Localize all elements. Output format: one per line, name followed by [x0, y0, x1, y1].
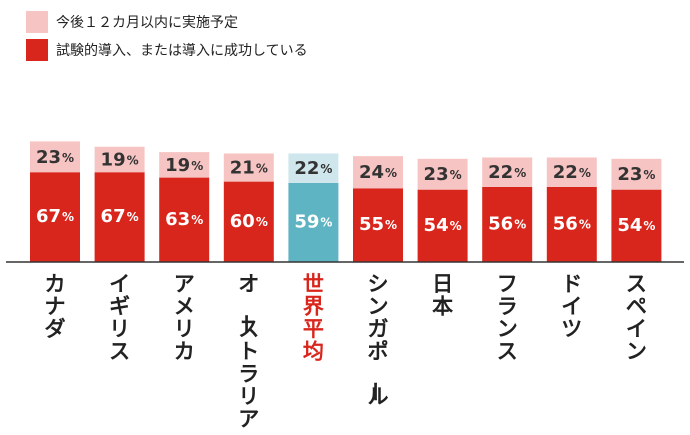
- value-label-adopted-2: 63%: [165, 209, 203, 230]
- legend-label-adopted: 試験的導入、または導入に成功している: [56, 43, 308, 59]
- category-label-9: スペイン: [626, 272, 647, 364]
- value-label-adopted-9: 54%: [617, 215, 655, 236]
- bar-planned-1: [94, 146, 145, 173]
- value-label-planned-2: 19%: [165, 155, 203, 176]
- bar-planned-3: [223, 153, 274, 182]
- bar-planned-9: [611, 158, 662, 190]
- bar-adopted-5: [353, 188, 403, 262]
- value-label-adopted-5: 55%: [359, 214, 397, 235]
- bar-adopted-2: [159, 177, 210, 262]
- legend-item-adopted: 試験的導入、または導入に成功している: [26, 36, 308, 64]
- value-label-adopted-0: 67%: [36, 206, 74, 227]
- category-label-7: フランス: [497, 272, 518, 364]
- category-label-0: カナダ: [45, 272, 66, 341]
- value-label-planned-7: 22%: [488, 162, 526, 183]
- category-label-2: アメリカ: [174, 272, 195, 364]
- legend: 今後１２カ月以内に実施予定 試験的導入、または導入に成功している: [26, 8, 308, 64]
- bar-adopted-8: [546, 186, 597, 262]
- legend-swatch-planned: [26, 11, 48, 33]
- value-label-adopted-1: 67%: [101, 206, 139, 227]
- value-label-adopted-3: 60%: [230, 211, 268, 232]
- bar-adopted-3: [223, 181, 274, 262]
- bar-planned-8: [546, 157, 597, 187]
- value-label-planned-3: 21%: [230, 158, 268, 179]
- value-label-planned-8: 22%: [553, 162, 591, 183]
- value-label-adopted-4: 59%: [294, 211, 332, 232]
- value-label-planned-1: 19%: [101, 149, 139, 170]
- value-label-adopted-8: 56%: [553, 213, 591, 234]
- category-label-6: 日本: [432, 272, 453, 319]
- bar-planned-5: [353, 156, 403, 189]
- value-label-planned-6: 23%: [424, 164, 462, 185]
- bar-adopted-7: [482, 186, 533, 262]
- legend-item-planned: 今後１２カ月以内に実施予定: [26, 8, 308, 36]
- bar-adopted-6: [417, 189, 468, 262]
- category-label-8: ドイツ: [561, 272, 582, 341]
- bar-planned-7: [482, 157, 533, 187]
- category-label-1: イギリス: [109, 272, 130, 364]
- bar-planned-6: [417, 158, 468, 190]
- bar-adopted-4: [288, 182, 339, 262]
- bar-adopted-0: [30, 172, 80, 262]
- bar-adopted-1: [94, 172, 145, 262]
- bar-adopted-9: [611, 189, 662, 262]
- bar-planned-0: [30, 141, 80, 173]
- legend-swatch-adopted: [26, 39, 48, 61]
- value-label-planned-9: 23%: [617, 164, 655, 185]
- value-label-planned-0: 23%: [36, 147, 74, 168]
- category-label-5: シンガポール: [363, 272, 389, 409]
- category-label-3: オーストラリア: [233, 272, 259, 431]
- bar-planned-4: [288, 153, 339, 183]
- legend-label-planned: 今後１２カ月以内に実施予定: [56, 15, 238, 31]
- bar-planned-2: [159, 152, 210, 178]
- value-label-planned-5: 24%: [359, 162, 397, 183]
- category-label-4: 世界平均: [303, 272, 324, 364]
- value-label-adopted-7: 56%: [488, 213, 526, 234]
- value-label-adopted-6: 54%: [424, 215, 462, 236]
- value-label-planned-4: 22%: [294, 158, 332, 179]
